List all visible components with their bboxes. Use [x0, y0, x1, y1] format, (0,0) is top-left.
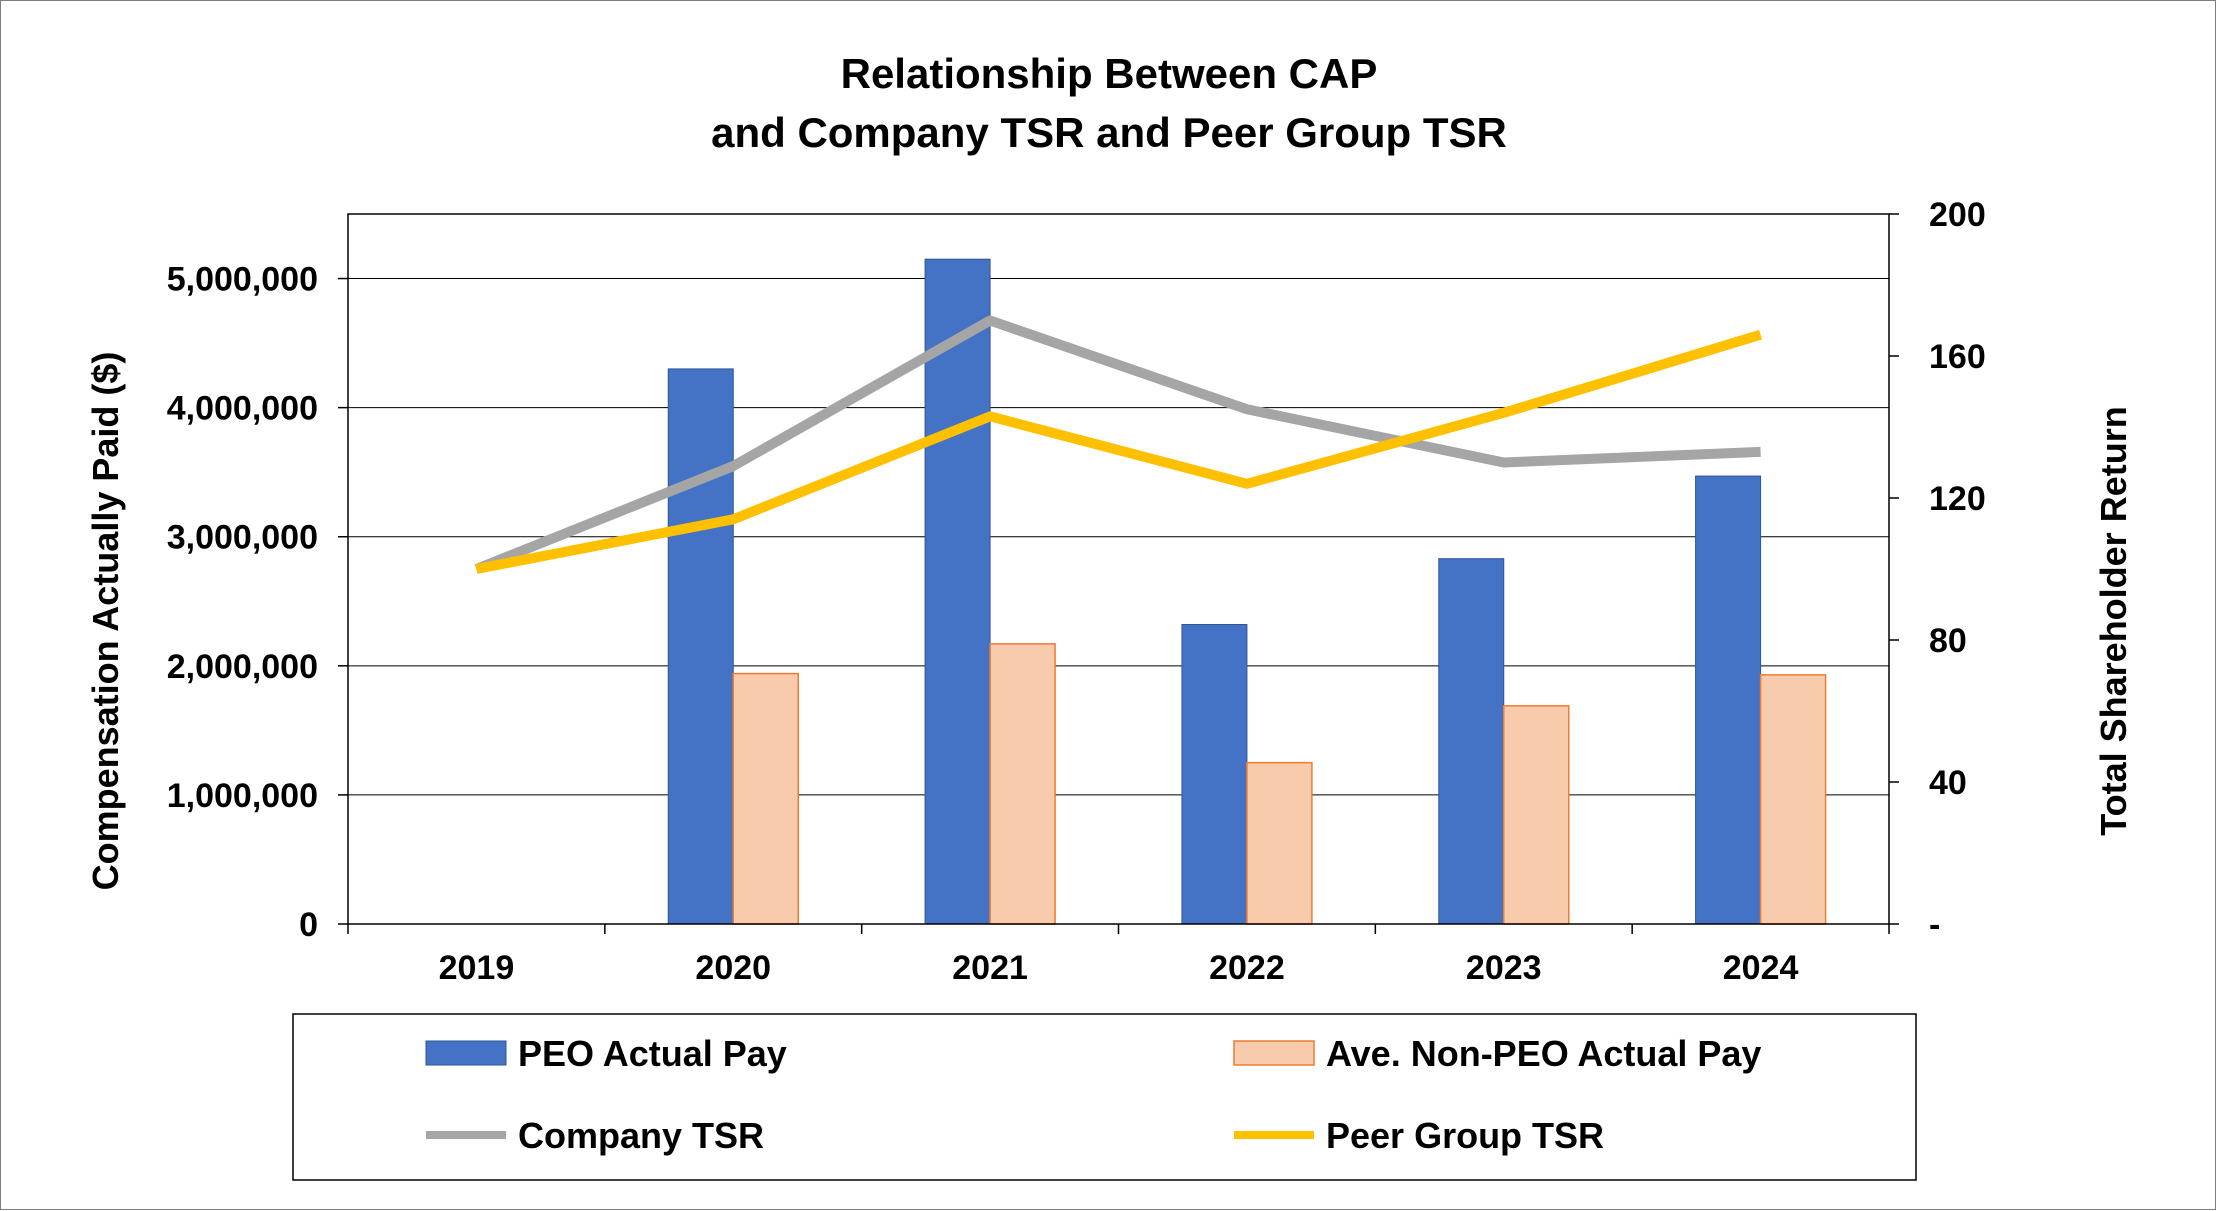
y-tick-label-0: 0 [299, 906, 318, 944]
y-tick-label-2: 2,000,000 [167, 648, 318, 686]
bar-non-peo-2021 [989, 643, 1056, 925]
y2-tick-label-3: 120 [1929, 480, 1986, 518]
line-company-tsr [474, 315, 1761, 574]
y-axis-title: Compensation Actually Paid ($) [85, 352, 126, 891]
bar-non-peo-2020 [732, 672, 799, 925]
bar-peo-2021 [924, 258, 991, 925]
legend-box [292, 1013, 1917, 1181]
bar-non-peo-2024 [1759, 674, 1827, 925]
bar-non-peo-2023 [1503, 705, 1570, 925]
y-tick-label-4: 4,000,000 [167, 390, 318, 428]
legend-label-non-peo: Ave. Non-PEO Actual Pay [1326, 1033, 1761, 1074]
tsr-lines [474, 315, 1763, 574]
chart-title-line-2: and Company TSR and Peer Group TSR [711, 109, 1507, 156]
plot-area-border [347, 213, 1890, 925]
y2-tick-label-4: 160 [1929, 338, 1986, 376]
legend: PEO Actual Pay Ave. Non-PEO Actual Pay C… [292, 1013, 1917, 1181]
y2-tick-label-2: 80 [1929, 622, 1967, 660]
x-tick-label-2019: 2019 [439, 949, 515, 987]
y-tick-label-3: 3,000,000 [167, 519, 318, 557]
y-tick-label-1: 1,000,000 [167, 777, 318, 815]
x-tick-label-2023: 2023 [1466, 949, 1542, 987]
x-tick-label-2020: 2020 [695, 949, 771, 987]
y2-tick-label-1: 40 [1929, 764, 1967, 802]
x-tick-label-2021: 2021 [952, 949, 1028, 987]
bar-peo-2020 [667, 368, 734, 925]
bar-peo-2024 [1695, 475, 1762, 925]
line-peer-group-tsr [475, 329, 1763, 574]
bar-peo-2022 [1181, 624, 1248, 925]
legend-label-company-tsr: Company TSR [518, 1115, 764, 1156]
bar-non-peo-2022 [1246, 761, 1313, 925]
legend-swatch-peo [425, 1040, 507, 1066]
gridlines [348, 278, 1889, 796]
chart-title-line-1: Relationship Between CAP [841, 50, 1378, 97]
legend-label-peer-tsr: Peer Group TSR [1326, 1115, 1604, 1156]
y2-tick-label-5: 200 [1929, 196, 1986, 234]
legend-swatch-non-peo [1233, 1040, 1315, 1066]
bar-peo-2023 [1438, 558, 1505, 925]
y-tick-label-5: 5,000,000 [167, 261, 318, 299]
axes: 0 1,000,000 2,000,000 3,000,000 4,000,000 5,0… [167, 196, 1986, 987]
y2-tick-label-0: - [1929, 906, 1940, 944]
legend-label-peo: PEO Actual Pay [518, 1033, 787, 1074]
y2-axis-title: Total Shareholder Return [2093, 406, 2134, 835]
x-tick-label-2022: 2022 [1209, 949, 1285, 987]
x-tick-label-2024: 2024 [1723, 949, 1799, 987]
bars [667, 258, 1827, 925]
